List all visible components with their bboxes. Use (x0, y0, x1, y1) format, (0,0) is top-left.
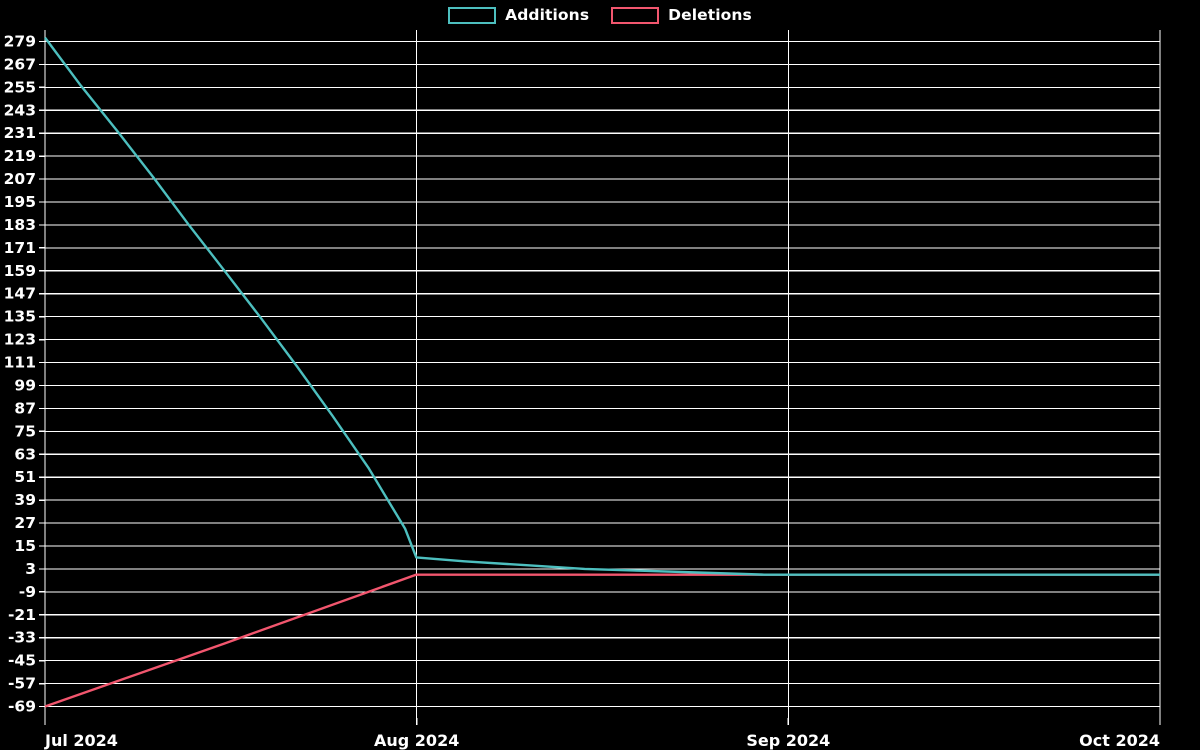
legend-item-deletions[interactable]: Deletions (611, 6, 752, 24)
y-axis-tick-label: 183 (4, 216, 36, 234)
x-axis-tick-label: Jul 2024 (44, 731, 118, 750)
y-axis-tick-label: 51 (14, 468, 36, 486)
grid-horizontal (45, 40, 1160, 708)
y-axis-tick-label: -69 (8, 698, 36, 716)
legend-label-additions: Additions (505, 6, 590, 24)
line-swatch-icon (448, 6, 497, 24)
y-axis-tick-label: 39 (14, 491, 36, 509)
x-axis-tick-label: Sep 2024 (746, 731, 830, 750)
y-axis-tick-label: 267 (4, 55, 36, 73)
series-line-additions (44, 36, 1160, 576)
chart-legend: Additions Deletions (0, 0, 1200, 30)
series-group (44, 36, 1160, 708)
y-axis-tick-label: 111 (4, 354, 36, 372)
y-axis-tick-label: 147 (4, 285, 36, 303)
y-axis (39, 30, 46, 718)
y-axis-tick-label: 159 (4, 262, 36, 280)
y-axis-tick-label: 171 (4, 239, 36, 257)
y-axis-tick-label: 87 (14, 399, 36, 417)
legend-label-deletions: Deletions (668, 6, 752, 24)
legend-item-additions[interactable]: Additions (448, 6, 589, 24)
line-swatch-icon (611, 6, 660, 24)
y-axis-tick-label: 15 (14, 537, 36, 555)
y-axis-tick-label: 27 (14, 514, 36, 532)
x-axis-tick-label: Oct 2024 (1079, 731, 1160, 750)
y-axis-tick-label: 243 (4, 101, 36, 119)
x-tick-labels: Jul 2024 Aug 2024 Sep 2024 Oct 2024 (44, 731, 1160, 750)
y-axis-tick-label: 231 (4, 124, 36, 142)
y-axis-tick-label: 219 (4, 147, 36, 165)
y-axis-tick-label: 75 (14, 422, 36, 440)
y-axis-tick-label: 195 (4, 193, 36, 211)
y-axis-tick-label: 123 (4, 331, 36, 349)
y-axis-tick-label: -33 (8, 629, 36, 647)
y-tick-labels: 279 267 255 243 231 219 207 195 183 171 159 147 135 1… (4, 32, 36, 715)
y-axis-tick-label: -57 (8, 675, 36, 693)
y-axis-tick-label: -21 (8, 606, 36, 624)
y-axis-tick-label: 63 (14, 445, 36, 463)
y-axis-tick-label: 135 (4, 308, 36, 326)
y-axis-tick-label: 3 (25, 560, 36, 578)
y-axis-tick-label: 255 (4, 78, 36, 96)
y-axis-tick-label: -45 (8, 652, 36, 670)
y-axis-tick-label: 99 (14, 376, 36, 394)
grid-vertical (44, 30, 1161, 725)
y-axis-tick-label: 207 (4, 170, 36, 188)
series-line-deletions (44, 573, 1160, 708)
x-axis-tick-label: Aug 2024 (374, 731, 459, 750)
y-axis-tick-label: -9 (19, 583, 36, 601)
y-axis-tick-label: 279 (4, 32, 36, 50)
